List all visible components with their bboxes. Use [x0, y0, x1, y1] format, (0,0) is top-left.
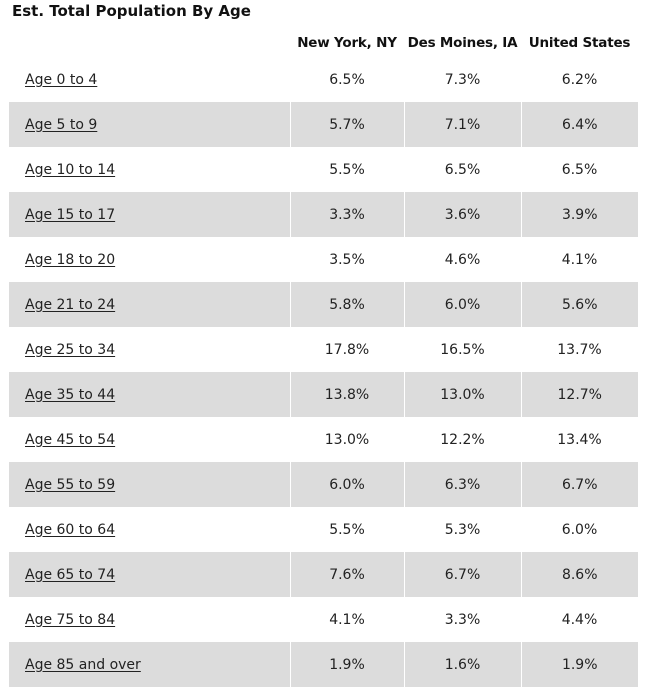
column-header-united-states: United States — [528, 34, 631, 51]
table-row: Age 10 to 14 5.5% 6.5% 6.5% — [9, 147, 638, 192]
new-york-value: 17.8% — [324, 341, 370, 358]
age-group-cell: Age 0 to 4 — [9, 57, 290, 102]
column-header-des-moines: Des Moines, IA — [407, 34, 518, 51]
united-states-value: 5.6% — [520, 282, 638, 327]
age-group-cell: Age 55 to 59 — [9, 462, 290, 507]
age-group-link[interactable]: Age 45 to 54 — [25, 431, 116, 448]
new-york-value: 6.5% — [329, 71, 365, 88]
age-group-link[interactable]: Age 15 to 17 — [25, 206, 116, 223]
united-states-value: 3.9% — [520, 192, 638, 237]
new-york-value: 5.7% — [289, 102, 404, 147]
column-header-new-york: New York, NY — [297, 34, 397, 51]
united-states-value: 6.4% — [520, 102, 638, 147]
des-moines-value: 3.3% — [444, 611, 481, 628]
age-group-cell: Age 35 to 44 — [9, 372, 290, 417]
table-row: Age 55 to 59 6.0% 6.3% 6.7% — [9, 462, 638, 507]
new-york-value: 1.9% — [289, 642, 404, 687]
population-by-age-table: New York, NY Des Moines, IA United State… — [9, 28, 638, 687]
age-group-link[interactable]: Age 85 and over — [25, 656, 141, 673]
united-states-value: 4.4% — [561, 611, 598, 628]
des-moines-value: 7.1% — [403, 102, 521, 147]
age-group-link[interactable]: Age 25 to 34 — [25, 341, 116, 358]
age-group-cell: Age 18 to 20 — [9, 237, 290, 282]
new-york-value: 13.8% — [289, 372, 404, 417]
table-body: Age 0 to 4 6.5% 7.3% 6.2% Age 5 to 9 5.7% 7.1%… — [9, 57, 638, 687]
age-group-cell: Age 85 and over — [9, 642, 290, 687]
united-states-value: 6.2% — [561, 71, 598, 88]
age-group-cell: Age 15 to 17 — [9, 192, 290, 237]
new-york-value: 3.3% — [289, 192, 404, 237]
new-york-value: 7.6% — [289, 552, 404, 597]
age-group-link[interactable]: Age 5 to 9 — [25, 116, 98, 133]
united-states-value: 8.6% — [520, 552, 638, 597]
des-moines-value: 12.2% — [440, 431, 485, 448]
age-group-link[interactable]: Age 10 to 14 — [25, 161, 116, 178]
des-moines-value: 5.3% — [444, 521, 481, 538]
des-moines-value: 6.3% — [403, 462, 521, 507]
united-states-value: 13.4% — [557, 431, 602, 448]
new-york-value: 5.5% — [329, 161, 365, 178]
header-blank — [9, 28, 290, 57]
table-row: Age 15 to 17 3.3% 3.6% 3.9% — [9, 192, 638, 237]
age-group-cell: Age 5 to 9 — [9, 102, 290, 147]
des-moines-value: 6.5% — [444, 161, 481, 178]
age-group-link[interactable]: Age 18 to 20 — [25, 251, 116, 268]
age-group-link[interactable]: Age 60 to 64 — [25, 521, 116, 538]
table-title: Est. Total Population By Age — [12, 2, 251, 20]
des-moines-value: 1.6% — [403, 642, 521, 687]
united-states-value: 13.7% — [557, 341, 602, 358]
table-row: Age 85 and over 1.9% 1.6% 1.9% — [9, 642, 638, 687]
new-york-value: 13.0% — [324, 431, 370, 448]
age-group-link[interactable]: Age 0 to 4 — [25, 71, 98, 88]
age-group-link[interactable]: Age 65 to 74 — [25, 566, 116, 583]
table-row: Age 21 to 24 5.8% 6.0% 5.6% — [9, 282, 638, 327]
age-group-link[interactable]: Age 35 to 44 — [25, 386, 116, 403]
age-group-link[interactable]: Age 75 to 84 — [25, 611, 116, 628]
table-row: Age 25 to 34 17.8% 16.5% 13.7% — [9, 327, 638, 372]
age-group-link[interactable]: Age 21 to 24 — [25, 296, 116, 313]
age-group-cell: Age 60 to 64 — [9, 507, 290, 552]
united-states-value: 6.7% — [520, 462, 638, 507]
des-moines-value: 6.7% — [403, 552, 521, 597]
age-group-cell: Age 21 to 24 — [9, 282, 290, 327]
new-york-value: 5.5% — [329, 521, 365, 538]
des-moines-value: 16.5% — [440, 341, 485, 358]
united-states-value: 12.7% — [520, 372, 638, 417]
des-moines-value: 6.0% — [403, 282, 521, 327]
table-row: Age 35 to 44 13.8% 13.0% 12.7% — [9, 372, 638, 417]
table-row: Age 5 to 9 5.7% 7.1% 6.4% — [9, 102, 638, 147]
united-states-value: 4.1% — [561, 251, 598, 268]
age-group-cell: Age 75 to 84 — [9, 597, 290, 642]
new-york-value: 5.8% — [289, 282, 404, 327]
table-row: Age 45 to 54 13.0% 12.2% 13.4% — [9, 417, 638, 462]
united-states-value: 1.9% — [520, 642, 638, 687]
new-york-value: 6.0% — [289, 462, 404, 507]
new-york-value: 3.5% — [329, 251, 365, 268]
united-states-value: 6.0% — [561, 521, 598, 538]
table-row: Age 0 to 4 6.5% 7.3% 6.2% — [9, 57, 638, 102]
age-group-cell: Age 45 to 54 — [9, 417, 290, 462]
des-moines-value: 3.6% — [403, 192, 521, 237]
table-row: Age 18 to 20 3.5% 4.6% 4.1% — [9, 237, 638, 282]
des-moines-value: 7.3% — [444, 71, 481, 88]
des-moines-value: 13.0% — [403, 372, 521, 417]
age-group-link[interactable]: Age 55 to 59 — [25, 476, 116, 493]
age-group-cell: Age 25 to 34 — [9, 327, 290, 372]
age-group-cell: Age 10 to 14 — [9, 147, 290, 192]
table-row: Age 75 to 84 4.1% 3.3% 4.4% — [9, 597, 638, 642]
header-row: New York, NY Des Moines, IA United State… — [9, 28, 638, 57]
new-york-value: 4.1% — [329, 611, 365, 628]
table-row: Age 65 to 74 7.6% 6.7% 8.6% — [9, 552, 638, 597]
age-group-cell: Age 65 to 74 — [9, 552, 290, 597]
table-row: Age 60 to 64 5.5% 5.3% 6.0% — [9, 507, 638, 552]
united-states-value: 6.5% — [561, 161, 598, 178]
des-moines-value: 4.6% — [444, 251, 481, 268]
